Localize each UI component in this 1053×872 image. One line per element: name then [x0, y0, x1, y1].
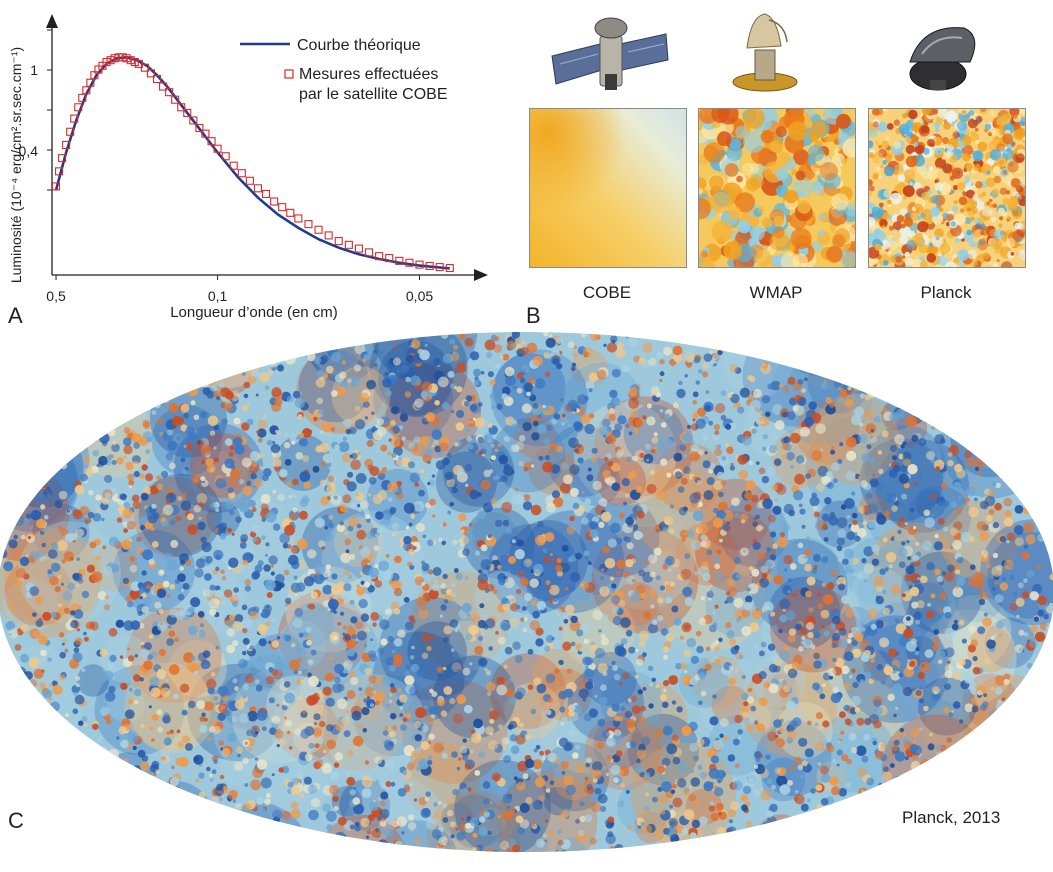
- wmap-satellite-icon: [732, 13, 798, 92]
- cobe-measurement-point: [177, 103, 186, 112]
- x-axis-label: Longueur d’onde (en cm): [170, 304, 338, 321]
- sky-map-texture: [0, 332, 1053, 852]
- cobe-measurement-point: [165, 88, 174, 97]
- cobe-measurement-point: [152, 74, 162, 84]
- cobe-measurement-point: [245, 176, 254, 185]
- y-axis-label: Luminosité (10⁻⁴ erg/cm².sr.sec.cm⁻¹): [8, 47, 24, 283]
- cobe-measurement-point: [213, 144, 222, 153]
- cobe-measurement-point: [364, 248, 374, 257]
- legend-measure-label-2: par le satellite COBE: [299, 86, 448, 103]
- cobe-measurement-point: [189, 116, 198, 125]
- cobe-measurement-point: [425, 261, 434, 271]
- x-tick-label: 0,1: [208, 288, 228, 304]
- cobe-measurement-point: [395, 256, 404, 265]
- y-tick-label: 1: [30, 62, 38, 78]
- satellite-comparison-panel: COBE WMAP Planck: [520, 0, 1053, 310]
- cobe-measurement-point: [221, 152, 230, 161]
- chart-axes: [46, 14, 488, 281]
- cobe-measurement-point: [445, 263, 454, 273]
- planck-label: Planck: [920, 283, 972, 302]
- y-axis-arrow: [46, 14, 58, 28]
- cobe-satellite-icon: [551, 17, 669, 90]
- blackbody-chart: 1 0,4 0,5 0,1 0,05 Courbe théorique Mesures e…: [8, 14, 488, 321]
- cobe-measurement-point: [405, 258, 414, 267]
- cobe-measurement-point: [237, 169, 246, 178]
- y-tick-label: 0,4: [19, 143, 39, 159]
- wmap-map-image: [699, 109, 855, 267]
- cobe-measurement-point: [74, 103, 83, 112]
- cobe-measurement-point: [159, 82, 168, 91]
- cobe-measurement-point: [195, 123, 204, 133]
- cobe-measurement-point: [171, 95, 180, 104]
- cobe-measurement-point: [415, 260, 424, 269]
- planck-credit: Planck, 2013: [902, 808, 1001, 827]
- x-tick-label: 0,5: [46, 288, 66, 304]
- wmap-label: WMAP: [749, 283, 803, 302]
- cobe-measurement-point: [201, 129, 210, 138]
- cobe-measurement-point: [286, 208, 295, 217]
- cobe-measurement-point: [207, 137, 216, 146]
- cobe-measurement-point: [334, 237, 343, 246]
- tick-layer: 1 0,4 0,5 0,1 0,05: [19, 29, 433, 304]
- wmap-map: [698, 108, 856, 268]
- cobe-measurement-point: [140, 63, 149, 72]
- cobe-measurement-point: [344, 240, 353, 249]
- panel-letter-c: C: [8, 808, 24, 833]
- cobe-measurement-point: [62, 140, 71, 150]
- x-tick-label: 0,05: [406, 288, 433, 304]
- cobe-label: COBE: [582, 283, 632, 302]
- chart-legend: Courbe théorique Mesures effectuées par le…: [240, 37, 448, 103]
- planck-full-sky-map: [0, 332, 1053, 852]
- cobe-measurement-point: [261, 189, 271, 199]
- cobe-measurement-point: [270, 197, 279, 206]
- x-axis-arrow: [474, 269, 488, 281]
- planck-map: [868, 108, 1026, 268]
- cobe-map-image: [530, 109, 686, 267]
- cobe-measurement-point: [294, 214, 303, 223]
- cobe-map: [529, 108, 687, 268]
- cobe-measurement-point: [435, 263, 444, 272]
- legend-square-swatch: [284, 69, 294, 79]
- panel-letter-b: B: [526, 303, 541, 328]
- cobe-measurement-point: [183, 108, 192, 117]
- cobe-measurement-point: [354, 244, 363, 253]
- cobe-measurement-point: [146, 69, 155, 78]
- cobe-measurement-point: [314, 225, 323, 234]
- cobe-measurement-point: [253, 184, 263, 193]
- legend-measure-label: Mesures effectuées: [299, 66, 438, 83]
- planck-satellite-icon: [909, 27, 976, 91]
- cobe-measurement-point: [70, 114, 79, 123]
- cobe-measurement-point: [278, 203, 287, 212]
- cobe-measurement-point: [229, 161, 238, 170]
- cobe-measurement-point: [304, 220, 313, 229]
- cobe-measurement-point: [55, 167, 64, 176]
- cobe-measurement-point: [51, 182, 61, 191]
- cobe-measurement-point: [385, 253, 394, 263]
- cobe-measurement-point: [58, 154, 67, 163]
- legend-theory-label: Courbe théorique: [297, 37, 421, 54]
- cobe-measurement-point: [66, 127, 75, 136]
- planck-map-image: [869, 109, 1025, 267]
- cobe-measurement-point: [324, 231, 333, 240]
- cobe-measurement-point: [375, 252, 384, 261]
- cobe-measurements-layer: [51, 53, 454, 273]
- panel-letter-a: A: [8, 303, 23, 328]
